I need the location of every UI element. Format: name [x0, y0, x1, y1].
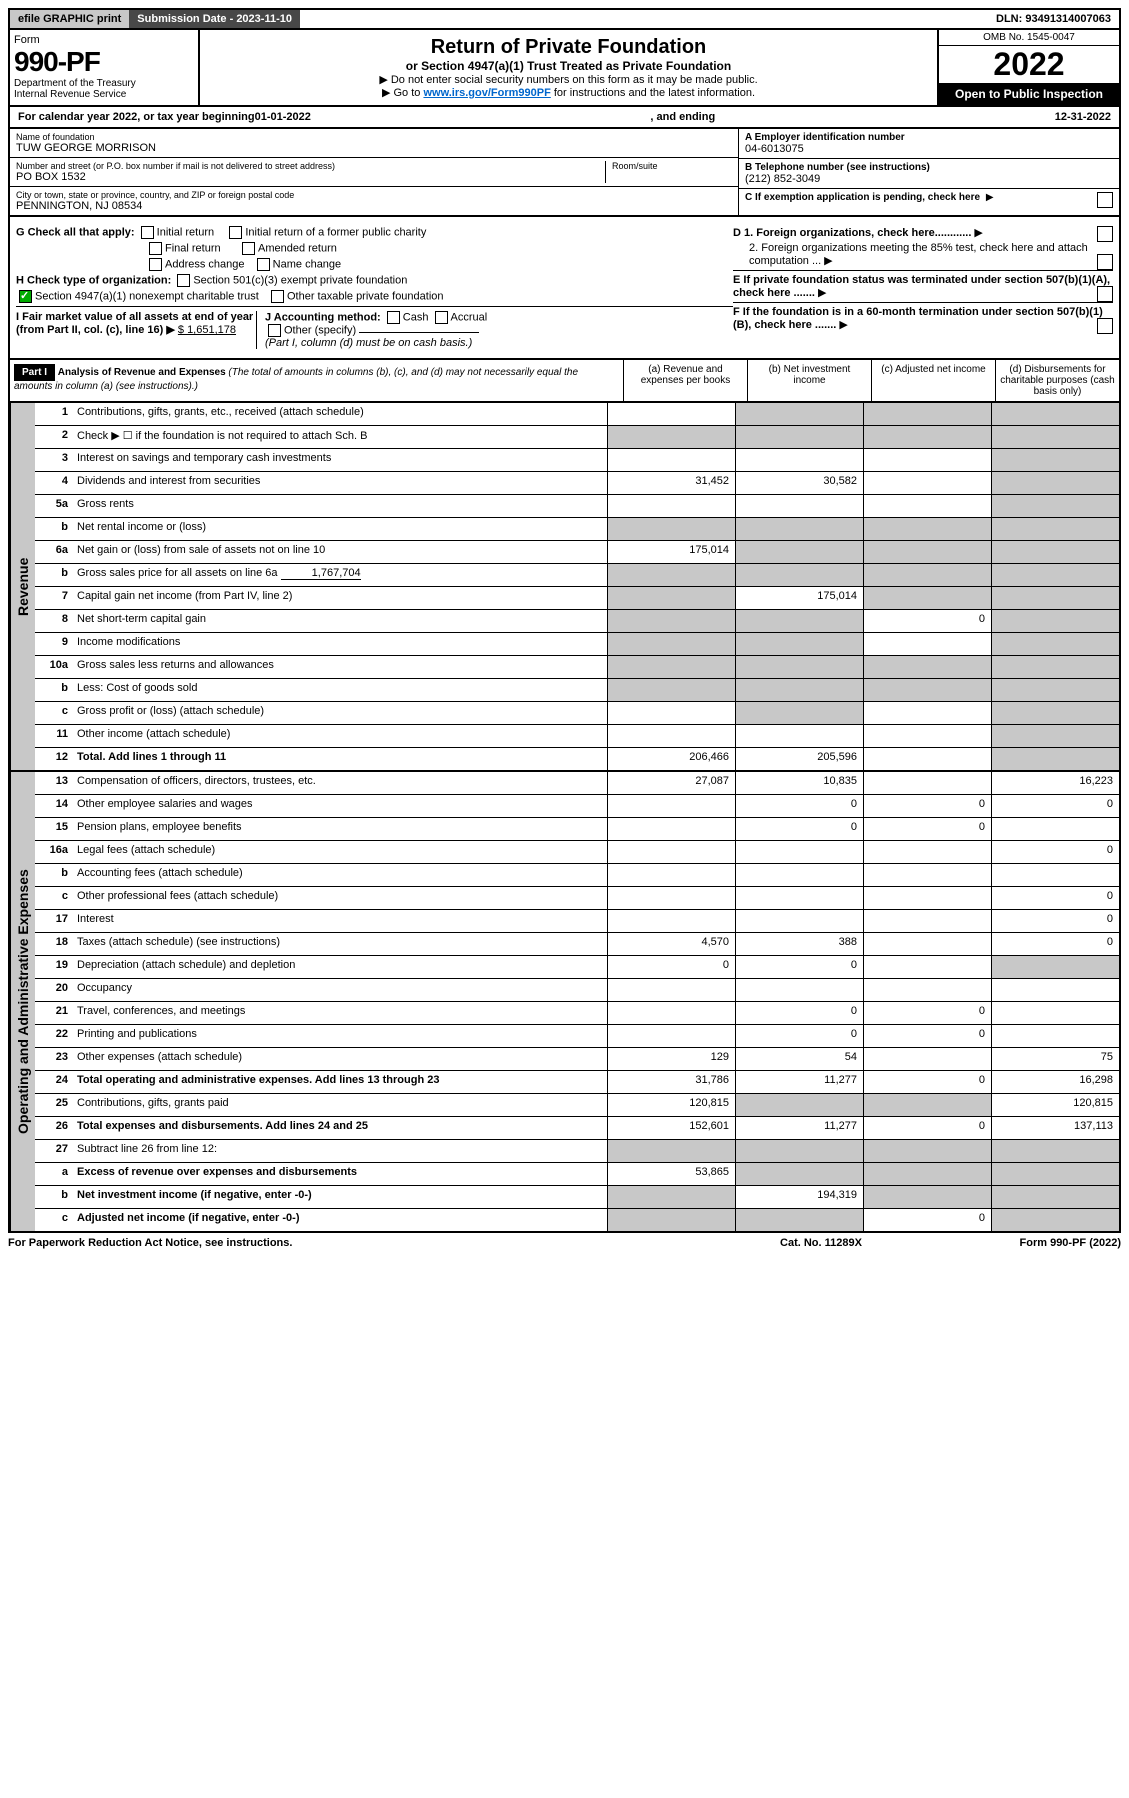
check-section: G Check all that apply: Initial return I…	[8, 217, 1121, 360]
form-number: 990-PF	[14, 46, 194, 78]
tax-year: 2022	[939, 46, 1119, 83]
name-change-checkbox[interactable]	[257, 258, 270, 271]
room-label: Room/suite	[612, 161, 732, 171]
r6a-a: 175,014	[607, 541, 735, 563]
amended-checkbox[interactable]	[242, 242, 255, 255]
form-subtitle: or Section 4947(a)(1) Trust Treated as P…	[206, 59, 931, 73]
header-left: Form 990-PF Department of the Treasury I…	[10, 30, 200, 105]
col-b-header: (b) Net investment income	[747, 360, 871, 401]
dln: DLN: 93491314007063	[988, 10, 1119, 28]
initial-return-checkbox[interactable]	[141, 226, 154, 239]
cash-checkbox[interactable]	[387, 311, 400, 324]
part1-title: Analysis of Revenue and Expenses	[58, 367, 226, 378]
check-left: G Check all that apply: Initial return I…	[16, 223, 733, 352]
form-label: Form	[14, 34, 194, 46]
e-checkbox[interactable]	[1097, 286, 1113, 302]
header-right: OMB No. 1545-0047 2022 Open to Public In…	[937, 30, 1119, 105]
r8-c: 0	[863, 610, 991, 632]
instr-ssn: ▶ Do not enter social security numbers o…	[206, 73, 931, 86]
phone-cell: B Telephone number (see instructions) (2…	[739, 159, 1119, 189]
r7-b: 175,014	[735, 587, 863, 609]
efile-label: efile GRAPHIC print	[10, 10, 129, 28]
d2-checkbox[interactable]	[1097, 254, 1113, 270]
r6b-val: 1,767,704	[281, 567, 361, 580]
col-c-header: (c) Adjusted net income	[871, 360, 995, 401]
501c3-checkbox[interactable]	[177, 274, 190, 287]
footer-paperwork: For Paperwork Reduction Act Notice, see …	[8, 1237, 721, 1249]
foundation-name-cell: Name of foundation TUW GEORGE MORRISON	[10, 129, 738, 158]
r4-b: 30,582	[735, 472, 863, 494]
i-j-row: I Fair market value of all assets at end…	[16, 306, 733, 349]
other-taxable-checkbox[interactable]	[271, 290, 284, 303]
form-header: Form 990-PF Department of the Treasury I…	[8, 30, 1121, 107]
col-a-header: (a) Revenue and expenses per books	[623, 360, 747, 401]
submission-date: Submission Date - 2023-11-10	[129, 10, 300, 28]
exemption-cell: C If exemption application is pending, c…	[739, 189, 1119, 206]
r4-a: 31,452	[607, 472, 735, 494]
check-right: D 1. Foreign organizations, check here..…	[733, 223, 1113, 352]
dept-treasury: Department of the Treasury	[14, 78, 194, 89]
fmv-value: $ 1,651,178	[178, 324, 236, 336]
info-right: A Employer identification number 04-6013…	[738, 129, 1119, 215]
calendar-year-row: For calendar year 2022, or tax year begi…	[8, 107, 1121, 129]
d1-checkbox[interactable]	[1097, 226, 1113, 242]
top-bar: efile GRAPHIC print Submission Date - 20…	[8, 8, 1121, 30]
final-return-checkbox[interactable]	[149, 242, 162, 255]
omb-number: OMB No. 1545-0047	[939, 30, 1119, 46]
address-cell: Number and street (or P.O. box number if…	[10, 158, 738, 187]
address: PO BOX 1532	[16, 171, 605, 183]
r12-a: 206,466	[607, 748, 735, 770]
col-d-header: (d) Disbursements for charitable purpose…	[995, 360, 1119, 401]
phone: (212) 852-3049	[745, 173, 1113, 185]
r12-b: 205,596	[735, 748, 863, 770]
dept-irs: Internal Revenue Service	[14, 89, 194, 100]
open-public: Open to Public Inspection	[939, 83, 1119, 105]
year-end: 12-31-2022	[1055, 111, 1111, 123]
header-center: Return of Private Foundation or Section …	[200, 30, 937, 105]
instr-goto: ▶ Go to www.irs.gov/Form990PF for instru…	[206, 86, 931, 99]
4947-checkbox[interactable]	[19, 290, 32, 303]
expenses-side-label: Operating and Administrative Expenses	[10, 772, 35, 1231]
city-state-zip: PENNINGTON, NJ 08534	[16, 200, 732, 212]
info-left: Name of foundation TUW GEORGE MORRISON N…	[10, 129, 738, 215]
part1-label: Part I	[14, 364, 55, 381]
f-checkbox[interactable]	[1097, 318, 1113, 334]
other-method-checkbox[interactable]	[268, 324, 281, 337]
ein-cell: A Employer identification number 04-6013…	[739, 129, 1119, 159]
expenses-section: Operating and Administrative Expenses 13…	[8, 772, 1121, 1233]
g-row: G Check all that apply: Initial return I…	[16, 226, 733, 239]
ein: 04-6013075	[745, 143, 1113, 155]
foundation-name: TUW GEORGE MORRISON	[16, 142, 732, 154]
footer-formref: Form 990-PF (2022)	[921, 1237, 1121, 1249]
page-footer: For Paperwork Reduction Act Notice, see …	[8, 1233, 1121, 1253]
city-cell: City or town, state or province, country…	[10, 187, 738, 215]
initial-former-checkbox[interactable]	[229, 226, 242, 239]
revenue-side-label: Revenue	[10, 403, 35, 770]
revenue-section: Revenue 1Contributions, gifts, grants, e…	[8, 403, 1121, 772]
info-section: Name of foundation TUW GEORGE MORRISON N…	[8, 129, 1121, 217]
h-row: H Check type of organization: Section 50…	[16, 274, 733, 287]
footer-catno: Cat. No. 11289X	[721, 1237, 921, 1249]
address-change-checkbox[interactable]	[149, 258, 162, 271]
form-title: Return of Private Foundation	[206, 36, 931, 59]
exemption-checkbox[interactable]	[1097, 192, 1113, 208]
form-link[interactable]: www.irs.gov/Form990PF	[423, 87, 550, 99]
accrual-checkbox[interactable]	[435, 311, 448, 324]
part1-header-row: Part I Analysis of Revenue and Expenses …	[8, 360, 1121, 403]
year-begin: 01-01-2022	[255, 111, 311, 123]
